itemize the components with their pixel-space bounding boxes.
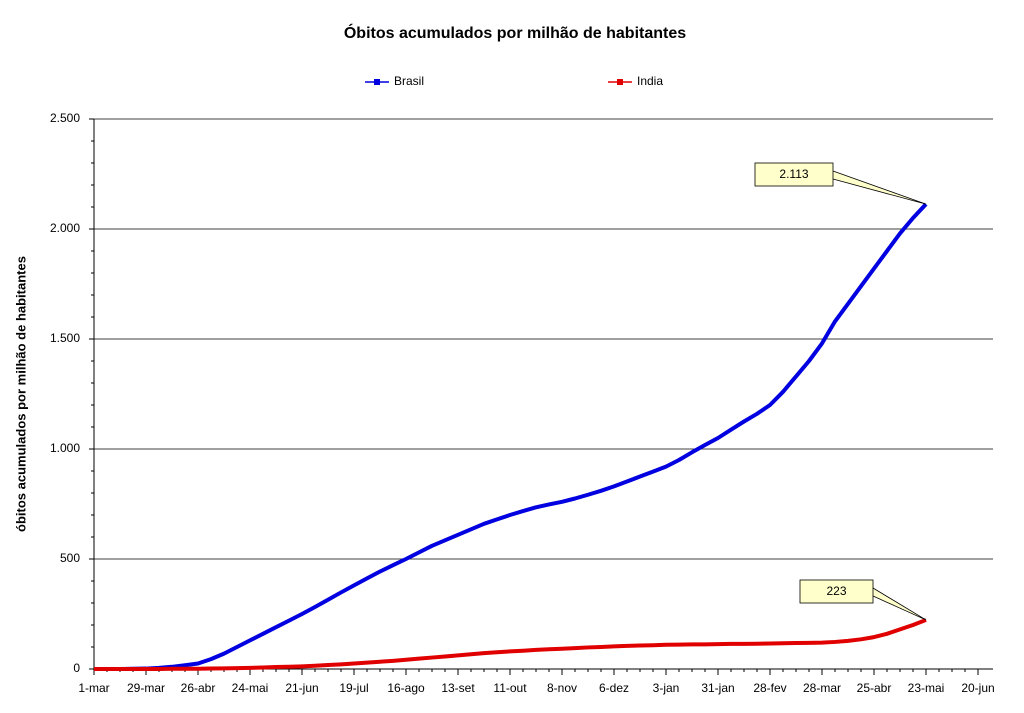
series-line bbox=[94, 202, 928, 671]
x-tick-label: 31-jan bbox=[701, 681, 734, 695]
x-tick-label: 20-jun bbox=[961, 681, 994, 695]
x-tick-label: 24-mai bbox=[232, 681, 269, 695]
y-tick-label: 0 bbox=[73, 661, 80, 675]
annotation: 2.113 bbox=[779, 167, 808, 181]
legend-label: Brasil bbox=[394, 74, 424, 88]
x-tick-label: 28-fev bbox=[753, 681, 786, 695]
callout-pointer bbox=[832, 170, 927, 205]
x-tick-label: 28-mar bbox=[803, 681, 841, 695]
x-tick-label: 23-mai bbox=[908, 681, 945, 695]
callout-box bbox=[799, 579, 874, 604]
legend-marker bbox=[374, 79, 380, 85]
legend-marker bbox=[617, 79, 623, 85]
x-tick-label: 6-dez bbox=[599, 681, 629, 695]
x-tick-label: 1-mar bbox=[78, 681, 109, 695]
y-tick-label: 500 bbox=[60, 551, 80, 565]
x-tick-label: 19-jul bbox=[339, 681, 368, 695]
series-line bbox=[94, 618, 927, 671]
x-tick-label: 29-mar bbox=[127, 681, 165, 695]
annotation: 223 bbox=[826, 584, 846, 598]
legend-label: India bbox=[637, 74, 663, 88]
y-axis-title: óbitos acumulados por milhão de habitant… bbox=[13, 256, 28, 532]
chart-title: Óbitos acumulados por milhão de habitant… bbox=[344, 23, 686, 42]
x-tick-label: 8-nov bbox=[547, 681, 577, 695]
y-tick-label: 2.000 bbox=[50, 221, 80, 235]
y-tick-label: 2.500 bbox=[50, 111, 80, 125]
x-tick-label: 25-abr bbox=[857, 681, 892, 695]
x-tick-label: 26-abr bbox=[181, 681, 216, 695]
callout-pointer bbox=[872, 587, 927, 621]
callout-box bbox=[754, 162, 834, 187]
x-tick-label: 21-jun bbox=[285, 681, 318, 695]
x-tick-label: 3-jan bbox=[653, 681, 680, 695]
x-tick-label: 13-set bbox=[441, 681, 475, 695]
x-tick-label: 11-out bbox=[493, 681, 527, 695]
y-tick-label: 1.000 bbox=[50, 441, 80, 455]
x-tick-label: 16-ago bbox=[387, 681, 425, 695]
y-tick-label: 1.500 bbox=[50, 331, 80, 345]
